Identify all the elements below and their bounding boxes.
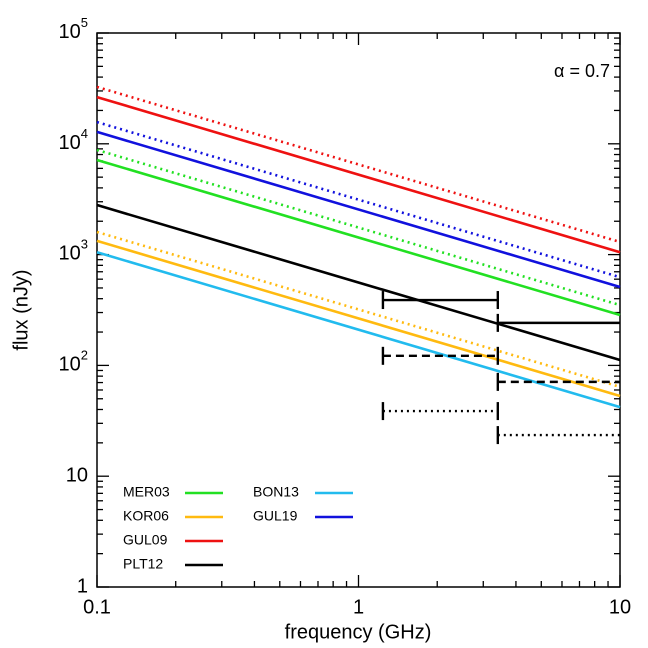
y-tick-label: 105 [59, 15, 88, 43]
legend-label: PLT12 [123, 556, 163, 572]
y-tick-label: 1 [77, 575, 88, 597]
y-tick-label: 102 [59, 348, 88, 376]
series-line [96, 230, 621, 389]
y-tick-label: 103 [59, 237, 88, 265]
legend-label: GUL09 [123, 532, 168, 548]
legend-label: BON13 [253, 484, 299, 500]
legend-label: GUL19 [253, 508, 298, 524]
y-tick-exponent: 5 [81, 15, 88, 30]
x-tick-label: 10 [609, 596, 631, 618]
y-tick-base: 10 [59, 243, 81, 265]
series-line [96, 239, 621, 398]
x-tick-label: 1 [353, 596, 364, 618]
y-tick-base: 10 [59, 21, 81, 43]
series-line [96, 130, 621, 289]
legend-label: MER03 [123, 484, 170, 500]
y-axis-title: flux (nJy) [10, 269, 32, 350]
series-line [96, 203, 621, 362]
series-line [96, 251, 621, 409]
legend-label: KOR06 [123, 508, 169, 524]
y-tick-exponent: 3 [81, 237, 88, 252]
series-line [96, 148, 621, 307]
y-tick-label: 104 [59, 126, 88, 154]
y-tick-label: 10 [66, 464, 88, 486]
series-line [96, 120, 621, 279]
plot-frame [96, 32, 621, 588]
y-tick-exponent: 2 [81, 348, 88, 363]
series-line [96, 95, 621, 254]
x-axis-title: frequency (GHz) [285, 621, 432, 643]
y-tick-exponent: 4 [81, 126, 88, 141]
x-tick-label: 0.1 [83, 596, 111, 618]
series-line [96, 158, 621, 317]
annotation: α = 0.7 [554, 61, 610, 81]
y-tick-base: 10 [59, 132, 81, 154]
y-tick-base: 10 [59, 354, 81, 376]
series-line [96, 85, 621, 244]
